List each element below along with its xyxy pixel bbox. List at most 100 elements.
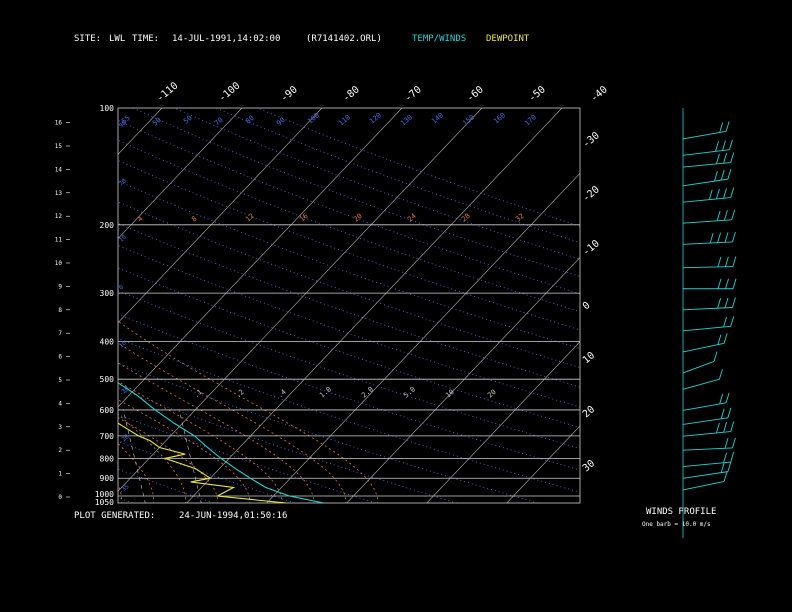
wind-barb-staff [682,361,715,374]
dry-adiabat-line [118,387,459,503]
isotherm-line [118,108,243,239]
wind-barb-flag [720,408,725,419]
isotherm-label: -10 [581,238,602,258]
wind-barb-flag [708,189,713,200]
wind-barb-flag [731,231,736,243]
wind-barb-staff [682,471,728,479]
wind-barb-flag [720,169,725,181]
dry-adiabat-label: 160 [492,111,507,125]
wind-barb-staff [682,342,725,353]
wind-barb [682,209,736,224]
wind-barb-flag [722,140,726,151]
wind-barb-flag [730,187,735,198]
mixing-ratio-label: .4 [276,388,288,400]
wind-barb-staff [682,266,733,269]
dry-adiabat-label: 80 [244,114,256,126]
wind-barb-staff [682,378,720,390]
theta-left-label: 10 [118,339,128,349]
wind-barb-flag [713,351,718,362]
wind-barb-staff [682,325,731,332]
moist-adiabat-label: 28 [460,212,472,224]
dry-adiabat-label: 100 [306,111,321,125]
wind-barb-staff [682,447,733,451]
isotherm-label: -50 [527,84,548,104]
height-tick-label: 2 [58,447,62,454]
wind-barb-staff [682,241,733,245]
wind-barb-staff [682,149,730,156]
dry-adiabat-line [118,362,540,503]
dry-adiabat-line [118,468,216,503]
height-tick-label: 4 [58,400,62,407]
pressure-tick-label: 1050 [95,498,114,507]
temp-legend: TEMP/WINDS [412,34,467,44]
isotherm-label: -100 [217,80,243,104]
mixing-ratio-label: .2 [234,388,246,400]
dry-adiabat-line [257,108,580,227]
mixing-ratio-label: 10 [444,388,456,400]
dry-adiabat-line [0,108,55,504]
isotherm-label: -70 [403,84,424,104]
wind-barb [682,351,718,374]
wind-barb-flag [724,438,729,449]
height-tick-label: 11 [55,237,63,244]
dry-adiabat-label: 150 [461,113,476,127]
dry-adiabat-label: 90 [275,116,287,128]
isotherm-label: -90 [279,84,300,104]
moist-adiabat-line [118,362,315,503]
dry-adiabat-label: 140 [430,111,445,125]
dry-adiabat-label: 55 [120,114,132,126]
height-tick-label: 16 [55,120,63,127]
temperature-profile-line [118,382,327,503]
mixing-ratio-label: 20 [486,388,498,400]
isotherm-line [0,108,2,504]
height-tick-label: 7 [58,330,62,337]
isotherm-line [426,341,580,503]
height-tick-label: 6 [58,354,62,361]
wind-barb [682,187,735,203]
wind-barb-flag [723,153,727,164]
winds-profile-title: WINDS PROFILE [646,507,717,517]
wind-barb-flag [725,392,730,403]
wind-barb-flag [730,421,735,432]
wind-barb-flag [727,407,732,418]
isotherm-line [118,108,323,324]
wind-barb [682,461,732,479]
wind-barb-flag [715,141,719,152]
moist-adiabat-label: 20 [352,212,364,224]
wind-barb [682,169,732,187]
theta-left-label: 90 [118,119,128,129]
wind-barb-staff [682,197,731,203]
wind-barb-flag [723,316,727,328]
pressure-tick-label: 300 [100,289,115,298]
wind-barb-flag [717,278,722,289]
pressure-tick-label: 400 [100,338,115,347]
wind-barb-flag [715,188,720,200]
mixing-ratio-label: 1.0 [318,385,333,399]
wind-barb [682,121,730,140]
moist-adiabat-line [118,381,283,503]
wind-barb-flag [724,297,729,308]
wind-barb-flag [723,452,727,463]
height-tick-label: 0 [58,494,62,501]
height-tick-label: 3 [58,424,62,431]
isotherm-label: -40 [589,84,610,104]
time-value: 14-JUL-1991,14:02:00 [172,34,281,44]
wind-barb [682,437,736,451]
generated-label: PLOT GENERATED: [74,511,156,521]
dry-adiabat-label: 50 [151,116,163,128]
wind-barb-staff [682,162,731,168]
dry-adiabat-label: 70 [213,116,225,128]
dry-adiabat-label: 110 [337,113,352,127]
pressure-tick-label: 700 [100,432,115,441]
wind-barb [682,316,735,332]
wind-barb-flag [719,122,724,133]
plot-frame [117,107,581,504]
theta-left-label: 70 [118,177,128,187]
mixing-ratio-label: .1 [192,388,204,400]
wind-barb-flag [723,210,728,221]
moist-adiabat-line [0,187,90,504]
moist-adiabat-label: 16 [298,212,310,224]
generated-value: 24-JUN-1994,01:50:16 [179,511,288,521]
isotherm-line [586,108,792,504]
isotherm-line [346,257,580,503]
